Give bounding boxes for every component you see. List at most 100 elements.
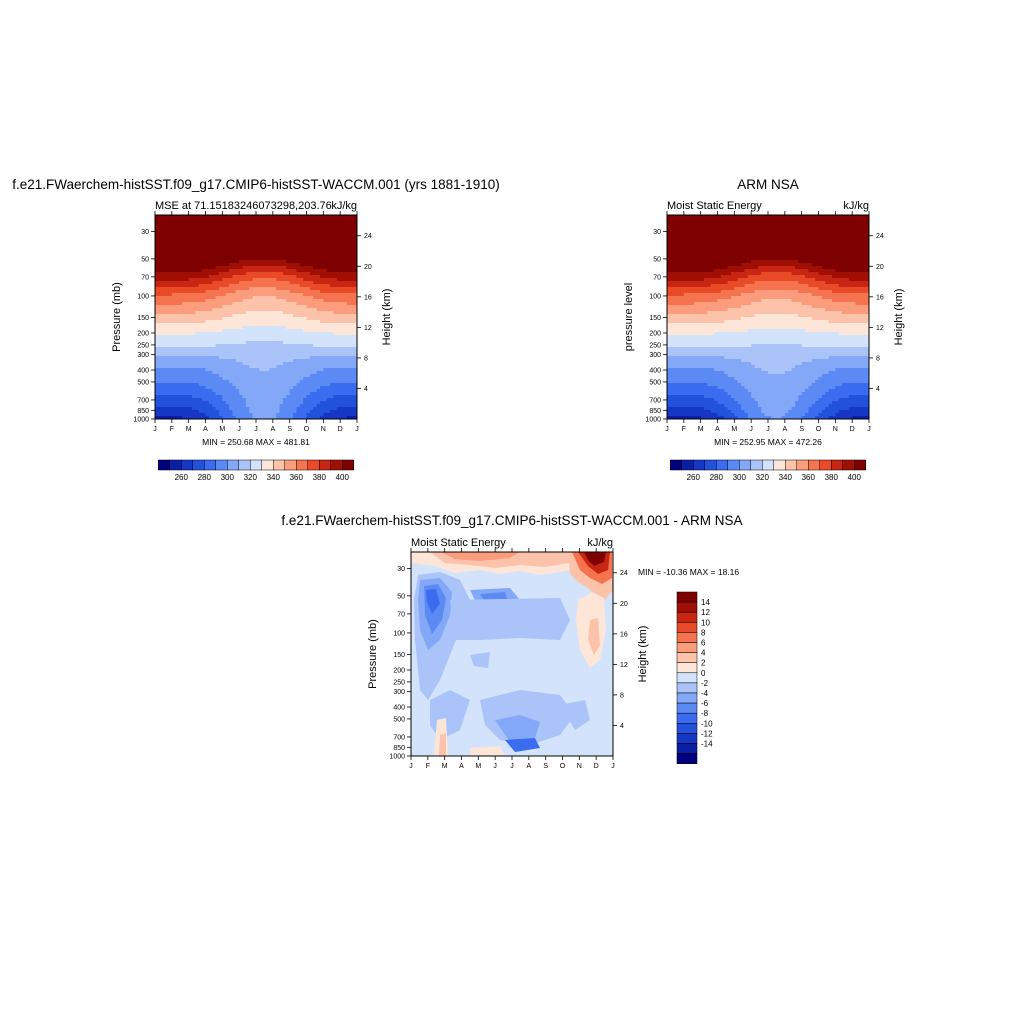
contour-cell [229,254,234,258]
contour-cell [262,275,267,279]
contour-cell [313,332,318,336]
contour-cell [343,380,348,384]
contour-cell [171,257,176,261]
contour-cell [788,227,793,231]
contour-cell [855,218,860,222]
contour-cell [838,233,843,237]
contour-cell [188,368,193,372]
contour-cell [286,335,291,339]
contour-cell [330,383,335,387]
contour-cell [205,263,210,267]
contour-cell [218,326,223,330]
contour-cell [181,323,186,327]
contour-cell [299,299,304,303]
contour-cell [801,251,806,255]
contour-cell [798,215,803,219]
contour-cell [212,350,217,354]
contour-cell [252,362,257,366]
contour-cell [289,278,294,282]
contour-cell [195,413,200,417]
contour-cell [333,359,338,363]
contour-cell [252,251,257,255]
contour-cell [838,245,843,249]
contour-cell [306,410,311,414]
contour-cell [181,284,186,288]
contour-cell [212,257,217,261]
contour-cell [202,413,207,417]
contour-cell [326,248,331,252]
contour-cell [309,260,314,264]
contour-cell [256,257,260,261]
contour-cell [178,335,183,339]
contour-cell [319,284,324,288]
contour-cell [188,392,193,396]
contour-cell [811,230,816,234]
contour-cell [336,302,341,306]
contour-cell [346,320,351,324]
contour-cell [293,314,297,318]
contour-cell [724,245,729,249]
contour-cell [208,254,213,258]
contour-cell [313,374,318,378]
contour-cell [299,215,304,219]
contour-cell [269,374,274,378]
contour-cell [181,365,186,369]
contour-cell [821,236,826,240]
contour-cell [289,368,294,372]
contour-cell [222,359,227,363]
contour-cell [175,296,180,300]
contour-cell [266,224,271,228]
contour-cell [158,233,163,237]
contour-cell [336,410,341,414]
contour-cell [276,398,281,402]
contour-cell [242,398,247,402]
contour-cell [175,221,180,225]
contour-cell [188,335,193,339]
contour-cell [764,221,769,225]
contour-cell [296,386,301,390]
contour-cell [256,302,260,306]
contour-cell [350,251,355,255]
contour-cell [202,233,207,237]
contour-cell [313,356,318,360]
contour-cell [249,248,254,252]
contour-cell [336,248,341,252]
contour-cell [279,323,284,327]
contour-cell [181,311,186,315]
contour-cell [205,284,210,288]
contour-cell [784,215,789,219]
contour-cell [343,338,348,342]
contour-cell [178,404,183,408]
contour-cell [289,215,294,219]
contour-cell [353,290,357,294]
contour-cell [178,275,183,279]
contour-cell [168,329,173,333]
contour-cell [821,218,826,222]
contour-cell [272,263,277,267]
contour-cell [195,251,200,255]
contour-cell [269,272,274,276]
contour-cell [350,308,355,312]
contour-cell [673,215,678,219]
contour-cell [245,386,250,390]
contour-cell [667,254,671,258]
contour-cell [282,407,287,411]
contour-cell [171,365,176,369]
contour-cell [333,329,338,333]
contour-cell [232,335,237,339]
contour-cell [296,407,301,411]
contour-cell [175,347,180,351]
contour-cell [687,248,692,252]
contour-cell [323,344,328,348]
contour-cell [232,332,237,336]
contour-cell [761,239,766,243]
contour-cell [195,254,200,258]
contour-cell [771,230,776,234]
contour-cell [181,350,186,354]
contour-cell [155,395,159,399]
y2-tick-label: 16 [364,294,372,301]
contour-cell [309,299,314,303]
contour-cell [188,245,193,249]
contour-cell [690,239,695,243]
contour-cell [279,398,284,402]
